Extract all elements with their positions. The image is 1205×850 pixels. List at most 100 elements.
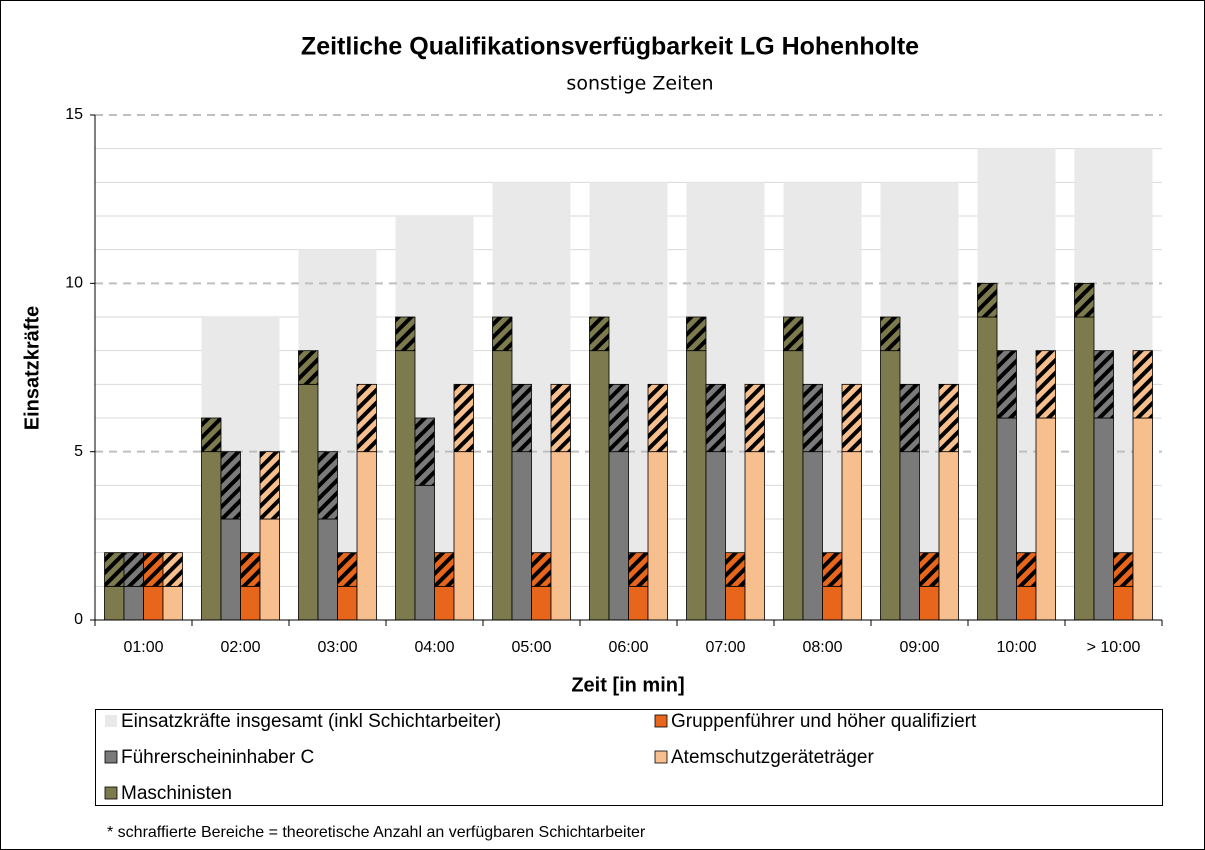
bar-segment bbox=[550, 451, 571, 621]
bar-segment bbox=[240, 585, 261, 621]
hatched-segment bbox=[938, 383, 959, 453]
bar-segment bbox=[841, 451, 862, 621]
bar-segment bbox=[492, 350, 513, 621]
footnote: * schraffierte Bereiche = theoretische A… bbox=[107, 824, 646, 841]
bar-segment bbox=[434, 585, 455, 621]
bar-segment bbox=[1016, 585, 1037, 621]
bar-segment bbox=[919, 585, 940, 621]
hatched-segment bbox=[240, 552, 261, 587]
bar-segment bbox=[996, 417, 1017, 621]
x-tick-label: 05:00 bbox=[511, 639, 551, 656]
legend-label: Atemschutzgeräteträger bbox=[671, 747, 874, 768]
hatched-segment bbox=[783, 316, 804, 352]
bar-segment bbox=[143, 585, 164, 621]
hatched-segment bbox=[337, 552, 358, 587]
hatched-segment bbox=[1113, 552, 1134, 587]
legend-marker bbox=[104, 750, 118, 764]
hatched-segment bbox=[550, 383, 571, 453]
hatched-segment bbox=[1132, 350, 1153, 419]
x-tick-label: 01:00 bbox=[123, 639, 163, 656]
y-tick-label: 5 bbox=[74, 443, 83, 460]
bar-segment bbox=[822, 585, 843, 621]
hatched-segment bbox=[647, 383, 668, 453]
bar-segment bbox=[1093, 417, 1114, 621]
bar-segment bbox=[104, 585, 125, 621]
legend-label: Führerscheininhaber C bbox=[121, 747, 314, 768]
bar-segment bbox=[899, 451, 920, 621]
hatched-segment bbox=[744, 383, 765, 453]
x-tick-label: 07:00 bbox=[705, 639, 745, 656]
bar-segment bbox=[802, 451, 823, 621]
hatched-segment bbox=[531, 552, 552, 587]
bar-segment bbox=[395, 350, 416, 621]
bar-segment bbox=[453, 451, 474, 621]
bar-segment bbox=[298, 383, 319, 621]
x-tick-label: 10:00 bbox=[996, 639, 1036, 656]
bar-segment bbox=[725, 585, 746, 621]
bar-segment bbox=[414, 484, 435, 621]
bar-segment bbox=[162, 585, 183, 621]
x-tick-label: 02:00 bbox=[220, 639, 260, 656]
legend-marker bbox=[654, 750, 668, 764]
hatched-segment bbox=[725, 552, 746, 587]
hatched-segment bbox=[298, 350, 319, 385]
hatched-segment bbox=[356, 383, 377, 453]
hatched-segment bbox=[1074, 282, 1095, 318]
legend-box bbox=[95, 709, 1163, 806]
hatched-segment bbox=[1093, 350, 1114, 419]
hatched-segment bbox=[880, 316, 901, 352]
y-tick-label: 10 bbox=[65, 275, 83, 292]
hatched-segment bbox=[977, 282, 998, 318]
legend-marker bbox=[105, 715, 117, 727]
bar-segment bbox=[531, 585, 552, 621]
y-tick-label: 0 bbox=[74, 611, 83, 628]
x-tick-label: 08:00 bbox=[802, 639, 842, 656]
hatched-segment bbox=[608, 383, 629, 453]
hatched-segment bbox=[123, 552, 144, 587]
hatched-segment bbox=[414, 417, 435, 486]
x-tick-label: 04:00 bbox=[414, 639, 454, 656]
hatched-segment bbox=[1035, 350, 1056, 419]
x-tick-label: > 10:00 bbox=[1087, 639, 1141, 656]
hatched-segment bbox=[492, 316, 513, 352]
bar-segment bbox=[744, 451, 765, 621]
bar-segment bbox=[977, 316, 998, 621]
bar-segment bbox=[1074, 316, 1095, 621]
bar-segment bbox=[589, 350, 610, 621]
y-axis-label: Einsatzkräfte bbox=[21, 306, 43, 431]
hatched-segment bbox=[453, 383, 474, 453]
hatched-segment bbox=[220, 451, 241, 520]
hatched-segment bbox=[822, 552, 843, 587]
bar-segment bbox=[317, 518, 338, 621]
legend-label: Gruppenführer und höher qualifiziert bbox=[671, 711, 977, 732]
hatched-segment bbox=[201, 417, 222, 453]
hatched-segment bbox=[434, 552, 455, 587]
bar-segment bbox=[123, 585, 144, 621]
bar-segment bbox=[628, 585, 649, 621]
x-tick-label: 03:00 bbox=[317, 639, 357, 656]
hatched-segment bbox=[996, 350, 1017, 419]
bar-segment bbox=[1113, 585, 1134, 621]
hatched-segment bbox=[317, 451, 338, 520]
hatched-segment bbox=[802, 383, 823, 453]
hatched-segment bbox=[511, 383, 532, 453]
chart-title: Zeitliche Qualifikationsverfügbarkeit LG… bbox=[301, 33, 919, 61]
x-tick-label: 06:00 bbox=[608, 639, 648, 656]
hatched-segment bbox=[841, 383, 862, 453]
x-tick-label: 09:00 bbox=[899, 639, 939, 656]
legend-label: Einsatzkräfte insgesamt (inkl Schichtarb… bbox=[121, 711, 501, 732]
bar-segment bbox=[647, 451, 668, 621]
hatched-segment bbox=[686, 316, 707, 352]
bar-segment bbox=[880, 350, 901, 621]
bar-segment bbox=[511, 451, 532, 621]
bar-segment bbox=[337, 585, 358, 621]
legend-marker bbox=[104, 786, 118, 800]
bar-segment bbox=[705, 451, 726, 621]
hatched-segment bbox=[628, 552, 649, 587]
bar-segment bbox=[259, 518, 280, 621]
legend-marker bbox=[654, 714, 668, 728]
hatched-segment bbox=[1016, 552, 1037, 587]
hatched-segment bbox=[919, 552, 940, 587]
bar-segment bbox=[356, 451, 377, 621]
